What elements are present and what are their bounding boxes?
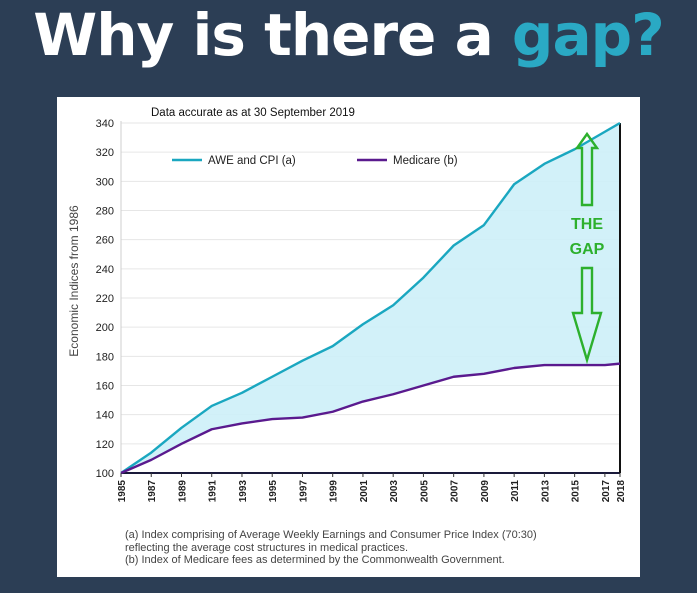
x-tick-labels: 1985 1987 1989 1991 1993 1995 1997 1999 2001 2003…: [117, 473, 627, 502]
gap-chart: 100120140160180200220240260280300320340 …: [67, 107, 627, 502]
legend-label-medicare: Medicare (b): [393, 155, 458, 167]
y-tick-120: 120: [96, 439, 114, 451]
x-tick-2011: 2011: [510, 480, 521, 502]
legend-label-awe-cpi: AWE and CPI (a): [208, 155, 296, 167]
footnote-a-line2: reflecting the average cost structures i…: [125, 541, 409, 554]
down-arrow-icon: [571, 266, 603, 365]
y-tick-100: 100: [96, 468, 114, 480]
x-tick-2005: 2005: [419, 480, 430, 503]
x-tick-1989: 1989: [177, 480, 188, 503]
legend: AWE and CPI (a) Medicare (b): [172, 155, 458, 167]
x-tick-2007: 2007: [450, 480, 461, 503]
y-tick-320: 320: [96, 147, 114, 159]
y-tick-280: 280: [96, 206, 114, 218]
footnote-a-line1: (a) Index comprising of Average Weekly E…: [125, 529, 537, 541]
x-tick-1991: 1991: [208, 480, 219, 503]
x-tick-2017: 2017: [601, 480, 612, 503]
footnotes: (a) Index comprising of Average Weekly E…: [125, 529, 537, 567]
x-tick-2015: 2015: [571, 480, 582, 503]
x-tick-2018: 2018: [616, 480, 627, 503]
series-line-awe-cpi: [120, 121, 621, 474]
y-tick-300: 300: [96, 176, 114, 188]
y-tick-140: 140: [96, 410, 114, 422]
headline-main: Why is there a: [33, 1, 512, 69]
x-tick-1987: 1987: [147, 480, 158, 503]
y-axis-label: Economic Indices from 1986: [67, 205, 81, 357]
gap-annotation: THE GAP: [570, 131, 605, 365]
chart-title: Data accurate as at 30 September 2019: [151, 107, 355, 119]
y-tick-240: 240: [96, 264, 114, 276]
x-tick-1997: 1997: [298, 480, 309, 503]
series-group: [120, 121, 621, 475]
x-tick-2009: 2009: [480, 480, 491, 503]
axes: [120, 121, 621, 474]
chart-card: 100 120 140 160 180 200 220 240 260 280 300 320 340 …: [57, 97, 640, 577]
y-tick-160: 160: [96, 381, 114, 393]
x-tick-2001: 2001: [359, 480, 370, 503]
x-tick-1995: 1995: [268, 480, 279, 503]
x-tick-2013: 2013: [540, 480, 551, 503]
series-line-medicare: [120, 362, 621, 475]
up-arrow-icon: [574, 131, 600, 207]
y-tick-220: 220: [96, 293, 114, 305]
footnote-b: (b) Index of Medicare fees as determined…: [125, 554, 505, 566]
y-tick-180: 180: [96, 351, 114, 363]
x-tick-1993: 1993: [238, 480, 249, 503]
gap-label-line2: GAP: [570, 241, 605, 258]
y-tick-200: 200: [96, 322, 114, 334]
x-tick-1999: 1999: [329, 480, 340, 503]
headline-accent: gap?: [511, 1, 665, 69]
gap-label-line1: THE: [571, 216, 603, 233]
y-tick-340: 340: [96, 118, 114, 130]
x-tick-2003: 2003: [389, 480, 400, 503]
x-tick-1985: 1985: [117, 480, 128, 503]
headline: Why is there a gap?: [0, 0, 697, 70]
y-tick-260: 260: [96, 235, 114, 247]
y-tick-labels: 100 120 140 160 180 200 220 240 260 280 300 320 340: [96, 118, 114, 480]
